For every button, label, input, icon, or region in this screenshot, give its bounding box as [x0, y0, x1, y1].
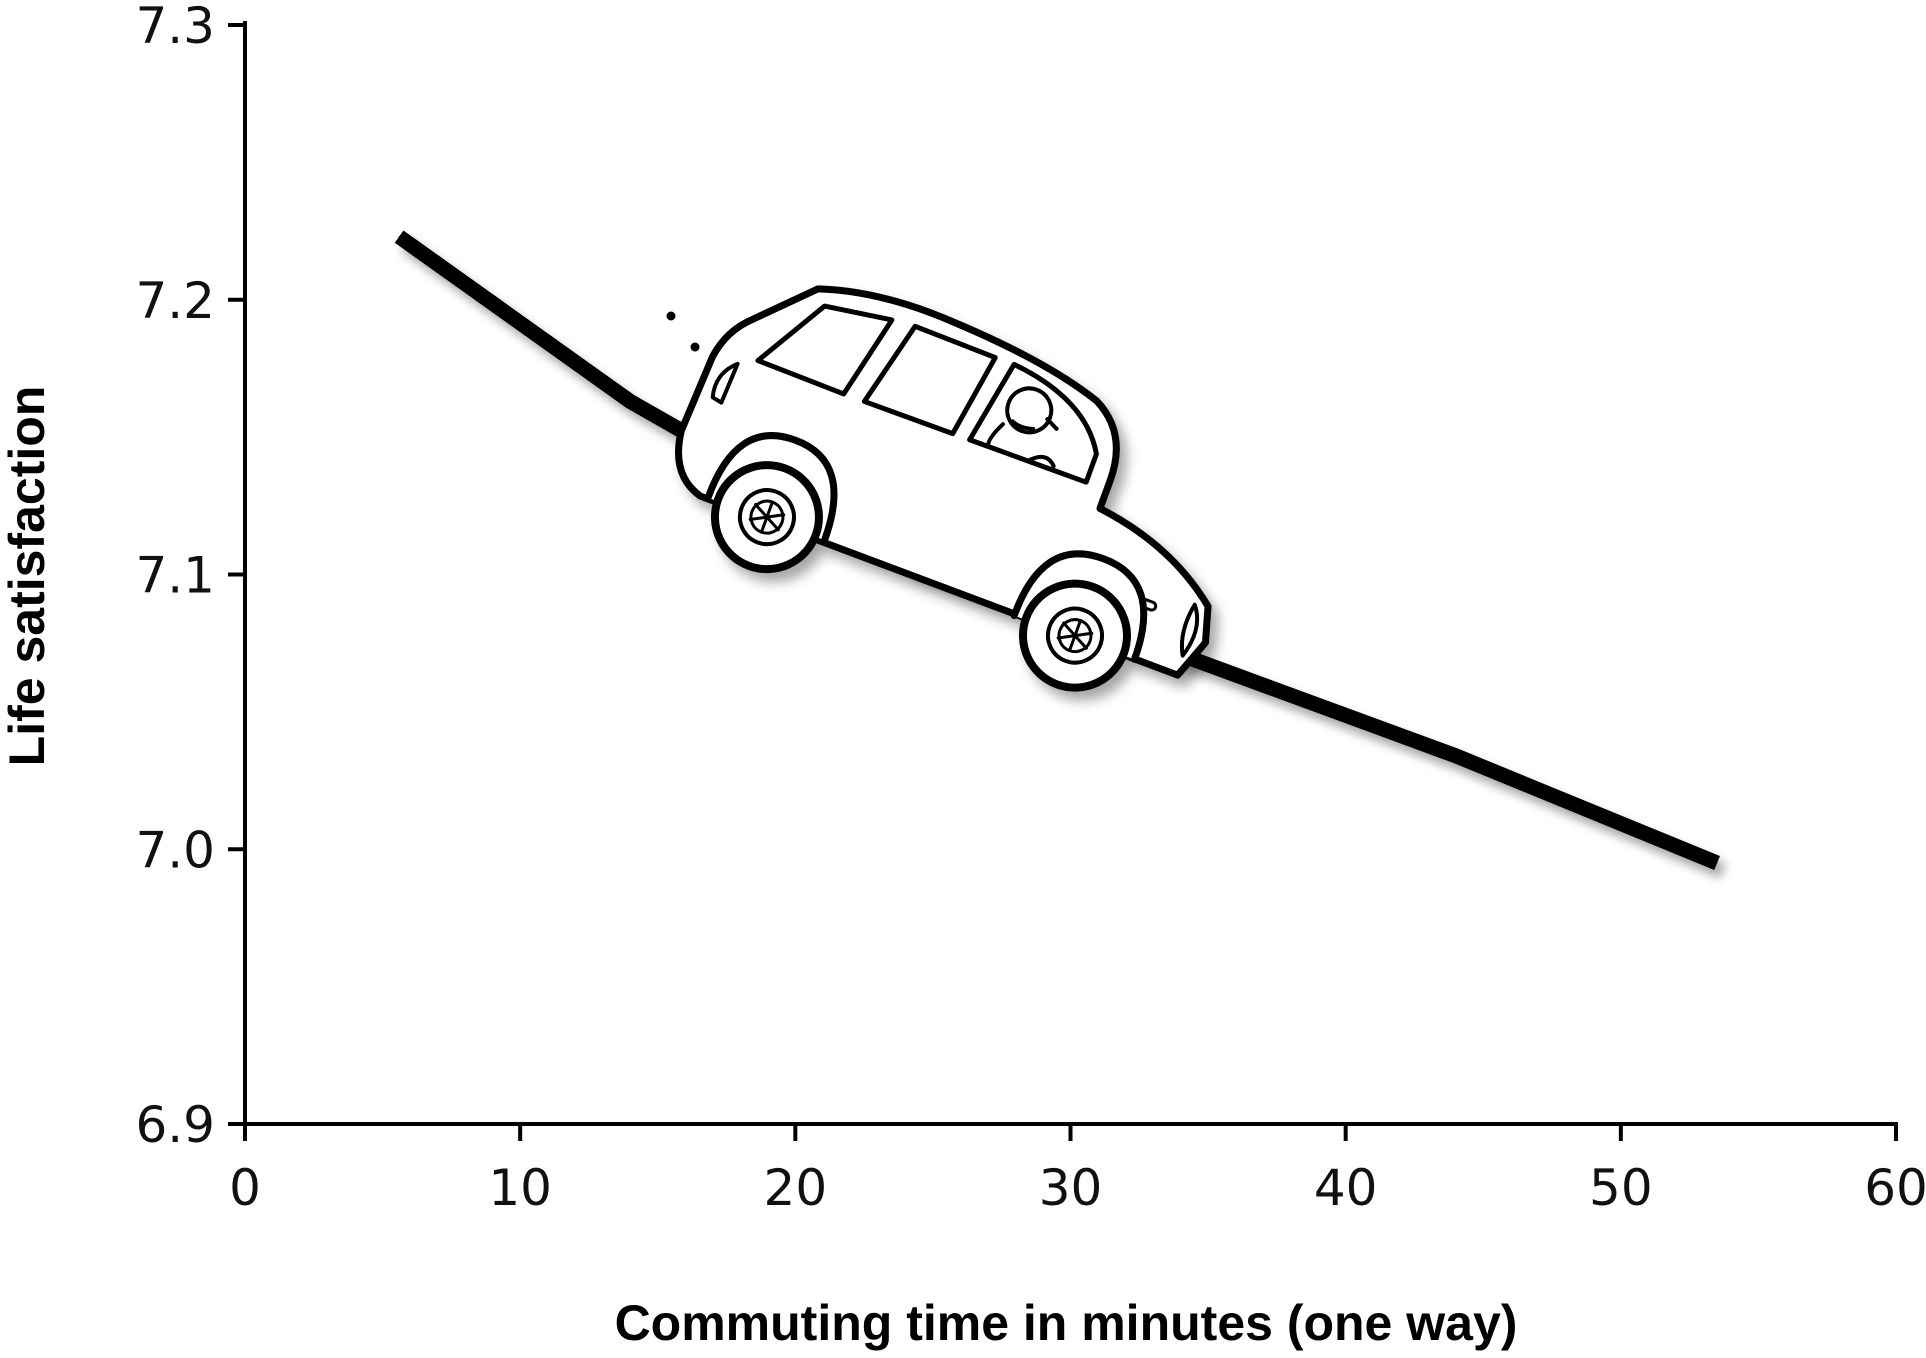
- x-tick-label: 60: [1864, 1159, 1926, 1217]
- x-tick-label: 50: [1589, 1159, 1653, 1217]
- data-point: [629, 400, 631, 402]
- x-tick-label: 0: [229, 1159, 261, 1217]
- y-axis-title: Life satisfaction: [0, 386, 55, 767]
- x-tick-label: 20: [764, 1159, 828, 1217]
- driver: [986, 386, 1059, 469]
- y-tick-label: 7.3: [135, 0, 215, 55]
- y-tick-label: 6.9: [135, 1096, 215, 1154]
- car-window-rear: [755, 303, 895, 397]
- data-point: [1716, 862, 1718, 864]
- axis-tick-labels: 0 10 20 30 40 50 60 6.9 7.0 7.1 7.2 7.3: [135, 0, 1926, 1217]
- car-rear-wheel: [710, 461, 823, 574]
- car-window-middle: [861, 323, 998, 437]
- car-illustration: [675, 285, 1212, 692]
- x-tick-label: 10: [488, 1159, 552, 1217]
- y-tick-label: 7.0: [135, 821, 215, 879]
- car-rear-light: [710, 361, 740, 405]
- data-point: [398, 236, 400, 238]
- x-axis-title: Commuting time in minutes (one way): [615, 1295, 1518, 1351]
- car-headlight: [1179, 602, 1200, 658]
- data-point: [1455, 755, 1457, 757]
- y-tick-label: 7.2: [135, 272, 215, 330]
- x-tick-label: 30: [1039, 1159, 1103, 1217]
- car-front-wheel: [1018, 579, 1131, 692]
- axis-ticks: [228, 23, 1898, 1141]
- y-tick-label: 7.1: [135, 547, 215, 605]
- x-tick-label: 40: [1314, 1159, 1378, 1217]
